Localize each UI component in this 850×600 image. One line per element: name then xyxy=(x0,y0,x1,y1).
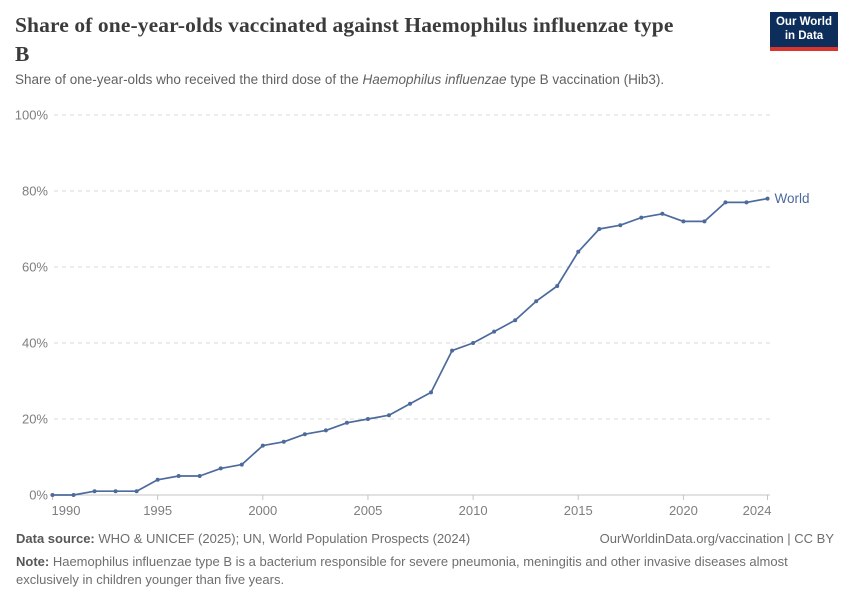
data-point xyxy=(365,417,370,421)
data-point xyxy=(660,211,665,216)
subtitle-text-suffix: type B vaccination (Hib3). xyxy=(506,72,665,87)
owid-logo-line1: Our World xyxy=(775,16,832,28)
x-tick-label: 2020 xyxy=(669,503,698,518)
series-line-world xyxy=(51,197,769,496)
chart-footer: Data source: WHO & UNICEF (2025); UN, Wo… xyxy=(16,530,834,589)
data-point xyxy=(92,489,97,494)
owid-license-link[interactable]: OurWorldinData.org/vaccination | CC BY xyxy=(599,531,834,546)
data-point xyxy=(471,341,476,345)
y-tick-label: 80% xyxy=(22,184,48,199)
data-source-text: WHO & UNICEF (2025); UN, World Populatio… xyxy=(94,531,471,546)
data-point xyxy=(197,474,202,478)
data-point xyxy=(218,466,223,471)
data-point xyxy=(302,432,307,437)
data-point xyxy=(323,428,328,433)
data-point xyxy=(450,348,455,353)
chart-note: Note: Haemophilus influenzae type B is a… xyxy=(16,553,788,589)
data-point xyxy=(702,219,707,224)
y-tick-label: 0% xyxy=(29,488,48,503)
data-point xyxy=(639,215,644,220)
x-tick-label: 2005 xyxy=(353,503,382,518)
data-point xyxy=(155,477,160,482)
data-point xyxy=(576,249,581,254)
data-point xyxy=(239,462,244,467)
data-point xyxy=(408,401,413,406)
data-point xyxy=(618,223,623,228)
data-point xyxy=(386,413,391,418)
y-tick-label: 20% xyxy=(22,412,48,427)
x-tick-label: 2024 xyxy=(743,503,772,518)
subtitle-italic-text: Haemophilus influenzae xyxy=(362,72,507,87)
data-point xyxy=(176,474,181,478)
data-point xyxy=(344,420,349,425)
y-tick-label: 40% xyxy=(22,336,48,351)
y-tick-label: 60% xyxy=(22,260,48,275)
data-point xyxy=(71,493,76,497)
chart-title: Share of one-year-olds vaccinated agains… xyxy=(15,11,755,69)
series-label-world[interactable]: World xyxy=(775,191,810,206)
data-point xyxy=(281,439,286,444)
data-point xyxy=(744,200,749,205)
note-text: Haemophilus influenzae type B is a bacte… xyxy=(16,554,788,587)
x-tick-label: 2010 xyxy=(459,503,488,518)
data-point xyxy=(597,227,602,231)
subtitle-text: Share of one-year-olds who received the … xyxy=(15,72,363,87)
data-point xyxy=(765,196,770,201)
line-chart-svg: 0% 20% 40% 60% 80% 100% 1990 1995 2000 2005 2010 20… xyxy=(15,108,810,519)
x-tick-label: 1995 xyxy=(143,503,172,518)
x-tick-label: 2000 xyxy=(248,503,277,518)
note-label: Note: xyxy=(16,554,50,569)
data-point xyxy=(723,200,728,205)
data-point xyxy=(50,493,55,497)
x-tick-label: 1990 xyxy=(52,503,81,518)
chart-title-line2: B xyxy=(15,42,30,66)
data-point xyxy=(260,443,265,448)
chart-title-line1: Share of one-year-olds vaccinated agains… xyxy=(15,13,674,37)
data-point xyxy=(429,390,434,395)
data-point xyxy=(134,489,139,494)
data-source-label: Data source: xyxy=(16,531,95,546)
data-point xyxy=(113,489,118,494)
data-point xyxy=(513,318,518,323)
owid-logo-line2: in Data xyxy=(784,29,824,42)
data-point xyxy=(681,219,686,224)
data-point xyxy=(534,299,539,304)
data-source-line: Data source: WHO & UNICEF (2025); UN, Wo… xyxy=(16,530,470,548)
y-tick-label: 100% xyxy=(15,108,49,123)
data-point xyxy=(492,329,497,334)
owid-logo[interactable]: Our World in Data xyxy=(770,12,838,51)
x-tick-label: 2015 xyxy=(564,503,593,518)
chart-subtitle: Share of one-year-olds who received the … xyxy=(15,72,664,87)
data-point xyxy=(555,284,560,288)
chart-canvas[interactable]: 0% 20% 40% 60% 80% 100% 1990 1995 2000 2005 2010 20… xyxy=(0,105,850,525)
